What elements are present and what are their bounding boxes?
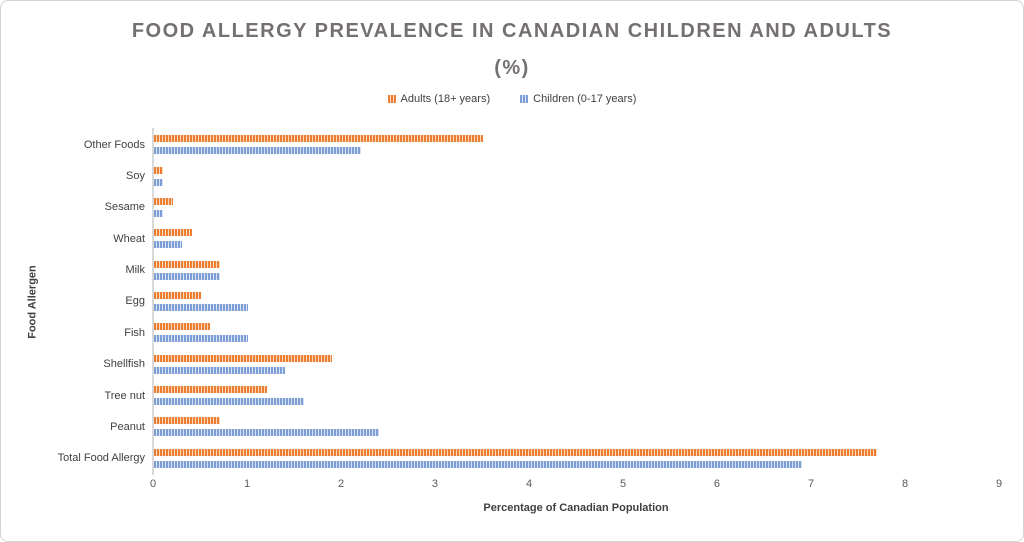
bar-group <box>154 349 999 380</box>
adults-bar <box>154 354 333 362</box>
category-label: Wheat <box>113 232 145 245</box>
x-tick-label: 7 <box>807 478 815 490</box>
bar-group <box>154 380 999 411</box>
adults-swatch-icon <box>387 95 396 103</box>
children-bar <box>154 398 305 406</box>
children-bar <box>154 366 286 374</box>
legend-item-children: Children (0-17 years) <box>520 93 636 105</box>
x-tick-label: 6 <box>713 478 721 490</box>
category-label: Egg <box>125 295 145 308</box>
children-bar <box>154 460 802 468</box>
category-row: Sesame <box>1 192 999 223</box>
chart-title: FOOD ALLERGY PREVALENCE IN CANADIAN CHIL… <box>131 20 893 79</box>
bar-group <box>154 160 999 191</box>
x-tick-label: 4 <box>525 478 533 490</box>
legend-item-adults: Adults (18+ years) <box>387 93 491 105</box>
bar-group <box>154 443 999 474</box>
x-axis-title: Percentage of Canadian Population <box>483 502 669 514</box>
category-row: Egg <box>1 286 999 317</box>
legend-label-adults: Adults (18+ years) <box>400 93 491 105</box>
children-bar <box>154 272 220 280</box>
adults-bar <box>154 448 877 456</box>
category-row: Peanut <box>1 411 999 442</box>
plot-area: Other Foods Soy Sesame Wheat Milk Egg Fish Shel… <box>1 129 999 474</box>
category-label: Total Food Allergy <box>57 452 145 465</box>
adults-bar <box>154 197 173 205</box>
children-bar <box>154 178 164 186</box>
bar-group <box>154 286 999 317</box>
x-tick-label: 5 <box>619 478 627 490</box>
bar-group <box>154 411 999 442</box>
children-bar <box>154 429 380 437</box>
category-row: Other Foods <box>1 129 999 160</box>
children-bar <box>154 147 361 155</box>
children-bar <box>154 303 248 311</box>
category-row: Wheat <box>1 223 999 254</box>
category-label: Shellfish <box>103 358 145 371</box>
category-row: Soy <box>1 160 999 191</box>
x-tick-label: 0 <box>149 478 157 490</box>
legend: Adults (18+ years) Children (0-17 years) <box>1 93 1023 105</box>
x-tick-label: 8 <box>901 478 909 490</box>
bar-group <box>154 129 999 160</box>
category-label: Fish <box>124 326 145 339</box>
category-label: Other Foods <box>83 138 145 151</box>
children-bar <box>154 241 183 249</box>
children-swatch-icon <box>520 95 529 103</box>
legend-label-children: Children (0-17 years) <box>533 93 637 105</box>
category-row: Milk <box>1 254 999 285</box>
x-tick-label: 3 <box>431 478 439 490</box>
bar-group <box>154 223 999 254</box>
category-label: Soy <box>126 170 145 183</box>
bar-group <box>154 254 999 285</box>
adults-bar <box>154 229 192 237</box>
category-row: Shellfish <box>1 349 999 380</box>
x-tick-label: 9 <box>995 478 1003 490</box>
adults-bar <box>154 291 201 299</box>
children-bar <box>154 209 164 217</box>
x-tick-label: 2 <box>337 478 345 490</box>
bar-group <box>154 317 999 348</box>
adults-bar <box>154 386 267 394</box>
adults-bar <box>154 166 164 174</box>
category-row: Total Food Allergy <box>1 443 999 474</box>
x-tick-label: 1 <box>243 478 251 490</box>
category-row: Fish <box>1 317 999 348</box>
category-label: Milk <box>125 264 145 277</box>
category-label: Sesame <box>104 201 145 214</box>
adults-bar <box>154 135 483 143</box>
adults-bar <box>154 323 211 331</box>
bar-group <box>154 192 999 223</box>
adults-bar <box>154 417 220 425</box>
x-axis-ticks: 0 1 2 3 4 5 6 7 8 9 <box>149 478 1003 492</box>
children-bar <box>154 335 248 343</box>
category-row: Tree nut <box>1 380 999 411</box>
adults-bar <box>154 260 220 268</box>
category-label: Peanut <box>110 420 145 433</box>
category-label: Tree nut <box>104 389 145 402</box>
y-axis-line <box>152 128 154 475</box>
